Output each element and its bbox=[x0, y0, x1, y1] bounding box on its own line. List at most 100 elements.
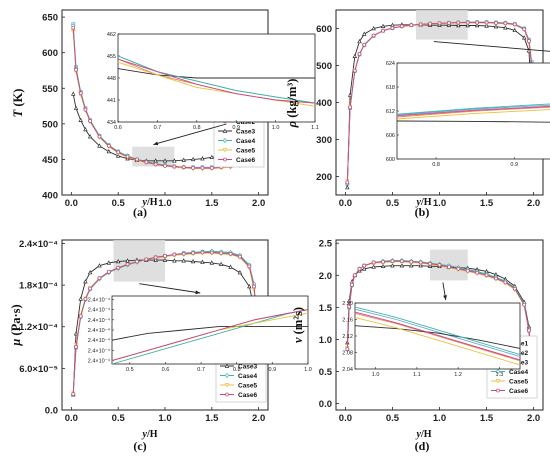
y-tick-label: 400 bbox=[42, 191, 58, 202]
legend-swatch-marker bbox=[223, 157, 227, 162]
y-tick-label: 500 bbox=[42, 119, 58, 130]
legend-entry: Case6 bbox=[236, 157, 256, 164]
data-point bbox=[527, 328, 531, 333]
inset-series-line-case3 bbox=[354, 325, 521, 349]
inset-series-line-case4 bbox=[354, 306, 521, 356]
data-point bbox=[447, 265, 451, 269]
data-point bbox=[181, 165, 186, 170]
data-point bbox=[503, 25, 508, 30]
data-point bbox=[74, 345, 78, 349]
legend-swatch-marker bbox=[222, 138, 228, 143]
data-point bbox=[399, 263, 405, 268]
data-point bbox=[228, 264, 233, 269]
inset-series-line-case2 bbox=[354, 312, 521, 362]
data-point bbox=[418, 260, 423, 265]
inset-x-tick-label: 0.7 bbox=[197, 367, 205, 373]
data-point bbox=[135, 157, 139, 162]
data-point bbox=[357, 267, 362, 271]
inset-frame bbox=[111, 295, 309, 365]
data-point bbox=[181, 252, 186, 256]
inset-series-line-case5 bbox=[117, 61, 316, 107]
inset-y-tick-label: 2.04 bbox=[342, 367, 353, 373]
data-point bbox=[97, 134, 102, 139]
y-tick-label: 600 bbox=[42, 48, 58, 59]
data-point bbox=[162, 158, 168, 163]
inset-y-tick-label: 455 bbox=[107, 54, 116, 60]
legend-entry: Case5 bbox=[509, 379, 529, 386]
inset-series-line-case1 bbox=[354, 308, 521, 358]
data-point bbox=[484, 23, 489, 28]
inset-x-tick-label: 0.9 bbox=[510, 162, 518, 168]
data-point bbox=[106, 270, 111, 274]
data-point bbox=[228, 252, 233, 256]
inset-x-tick-label: 0.8 bbox=[432, 162, 440, 168]
data-point bbox=[97, 143, 102, 148]
data-point bbox=[380, 263, 386, 269]
inset-x-tick-label: 0.6 bbox=[162, 367, 170, 373]
data-point bbox=[172, 252, 177, 257]
inset-series-line-case4 bbox=[396, 103, 550, 115]
data-point bbox=[347, 92, 353, 97]
data-point bbox=[172, 258, 177, 263]
inset-zoom-plot: 0.5 0.6 0.7 0.8 0.9 1.0 2.4×10⁻⁴ 2.4×10⁻⁴ 2.4×10… bbox=[88, 295, 312, 373]
data-point bbox=[456, 20, 461, 25]
data-point bbox=[162, 257, 168, 262]
y-axis-label: T (K) bbox=[11, 89, 25, 118]
data-point bbox=[350, 283, 354, 287]
inset-y-tick-label: 441 bbox=[107, 98, 116, 104]
data-point bbox=[209, 250, 214, 255]
data-point bbox=[409, 263, 414, 268]
inset-y-tick-label: 2.16 bbox=[342, 318, 353, 324]
inset-y-tick-label: 2.20 bbox=[342, 301, 353, 307]
legend-entry: Case5 bbox=[238, 383, 258, 390]
y-tick-label: 1.5 bbox=[319, 303, 333, 314]
zoom-arrow bbox=[153, 123, 227, 146]
data-point bbox=[400, 24, 404, 29]
data-point bbox=[357, 52, 362, 56]
y-tick-label: 400 bbox=[316, 98, 332, 109]
data-point bbox=[380, 23, 386, 28]
data-point bbox=[512, 27, 518, 33]
x-tick-label: 0.5 bbox=[386, 198, 400, 209]
inset-x-tick-label: 1.3 bbox=[496, 372, 504, 378]
inset-y-tick-label: 2.4×10⁻⁴ bbox=[88, 307, 111, 314]
x-axis-label: y/H bbox=[141, 429, 157, 440]
data-point bbox=[437, 21, 442, 26]
x-tick-label: 1.5 bbox=[480, 413, 494, 424]
panel-label: (c) bbox=[133, 439, 146, 453]
inset-y-tick-label: 624 bbox=[386, 61, 395, 67]
y-tick-label: 6.0×10⁻⁵ bbox=[19, 364, 58, 375]
data-point bbox=[428, 21, 432, 26]
x-tick-label: 1.5 bbox=[480, 198, 494, 209]
x-tick-label: 2.0 bbox=[252, 198, 265, 209]
inset-y-tick-label: 2.4×10⁻⁴ bbox=[88, 358, 111, 365]
inset-series-line-case5 bbox=[354, 316, 521, 366]
data-point bbox=[503, 280, 508, 285]
inset-x-tick-label: 1.0 bbox=[272, 125, 280, 131]
chart-panel-3: 0.0 0.5 1.0 1.5 2.0 0.0 6.0×10⁻⁵ 1.2×10⁻⁴ 1.8×10… bbox=[9, 239, 312, 453]
data-point bbox=[381, 28, 385, 33]
data-point bbox=[494, 21, 498, 25]
x-tick-label: 1.0 bbox=[433, 413, 446, 424]
data-point bbox=[390, 263, 395, 268]
inset-x-tick-label: 0.9 bbox=[269, 367, 277, 373]
chart-panel-1: 0.00.51.01.52.0400450500550600650Case1Ca… bbox=[11, 9, 319, 219]
inset-y-tick-label: 2.4×10⁻⁴ bbox=[88, 337, 111, 344]
data-point bbox=[190, 156, 196, 162]
inset-x-tick-label: 0.6 bbox=[114, 125, 122, 131]
inset-x-tick-label: 0.7 bbox=[154, 125, 162, 131]
data-point bbox=[362, 263, 367, 268]
data-point bbox=[83, 107, 88, 112]
data-point bbox=[512, 286, 517, 291]
inset-y-tick-label: 2.12 bbox=[342, 334, 353, 340]
inset-series-line-case6 bbox=[111, 309, 309, 362]
y-tick-label: 300 bbox=[316, 135, 332, 146]
y-axis-label: μ (Pa·s) bbox=[9, 304, 23, 346]
inset-x-tick-label: 1.0 bbox=[304, 367, 312, 373]
data-point bbox=[83, 126, 88, 132]
inset-y-tick-label: 2.4×10⁻⁴ bbox=[88, 296, 111, 303]
x-axis-label: y/H bbox=[415, 429, 431, 440]
inset-x-tick-label: 0.9 bbox=[232, 125, 240, 131]
legend-entry: Case3 bbox=[238, 364, 258, 371]
x-tick-label: 0.5 bbox=[112, 413, 126, 424]
